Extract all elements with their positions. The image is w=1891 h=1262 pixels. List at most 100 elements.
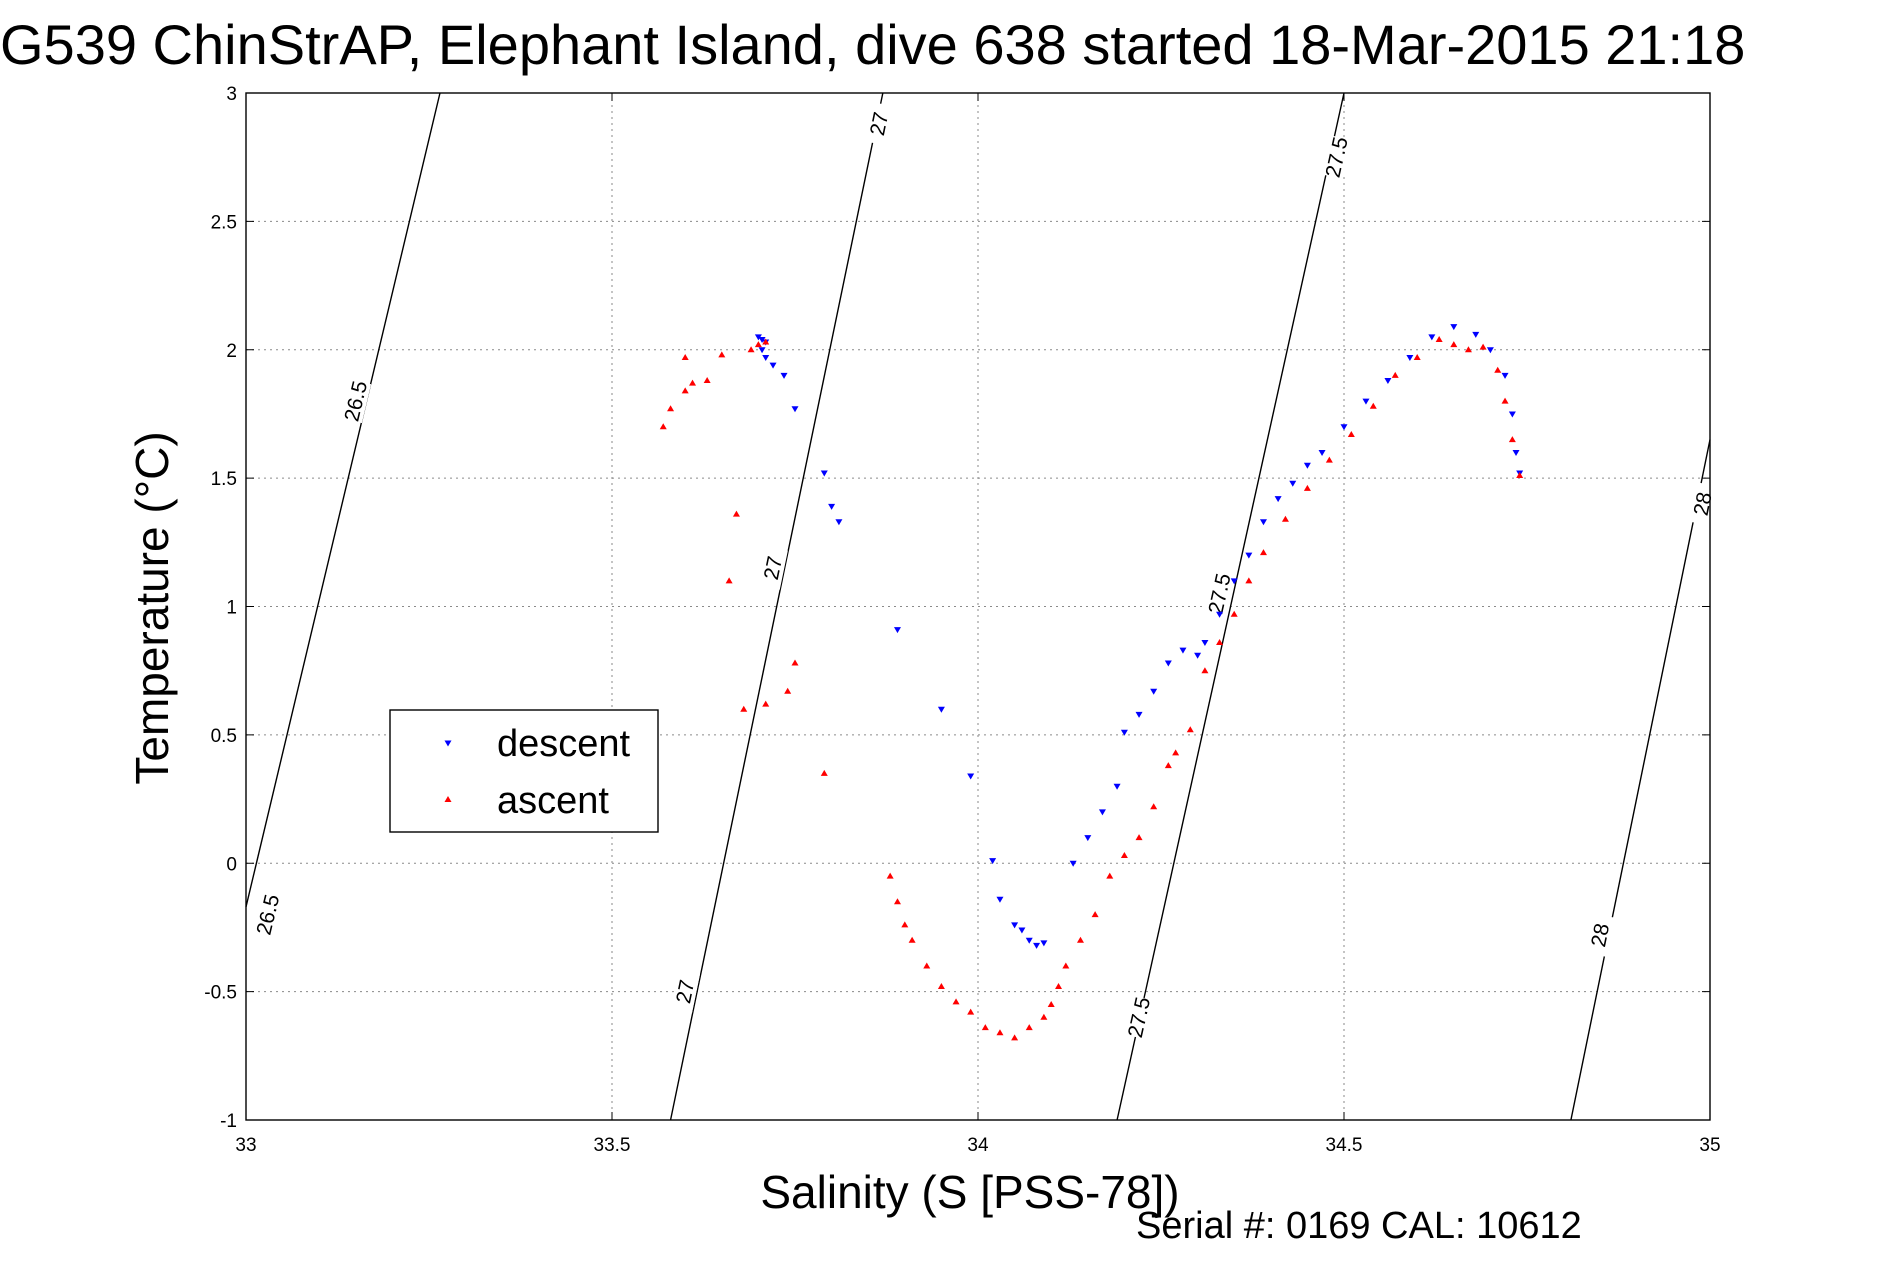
- ascent-point: [1164, 762, 1172, 769]
- descent-point: [1164, 660, 1172, 667]
- descent-point: [1216, 611, 1224, 618]
- ascent-point: [1076, 936, 1084, 943]
- descent-point: [1120, 729, 1128, 736]
- ascent-point: [1245, 577, 1253, 584]
- x-tick-label: 33.5: [594, 1135, 631, 1156]
- chart-title: G539 ChinStrAP, Elephant Island, dive 63…: [0, 13, 1745, 76]
- descent-point: [828, 503, 836, 510]
- y-tick-label: 2: [226, 341, 237, 362]
- y-tick-label: 0: [226, 854, 237, 875]
- ascent-point: [681, 387, 689, 394]
- descent-point: [893, 627, 901, 634]
- ascent-point: [1303, 484, 1311, 491]
- ascent-point: [937, 982, 945, 989]
- ascent-point: [1508, 436, 1516, 443]
- y-tick-label: 0.5: [211, 726, 237, 747]
- x-tick-label: 33: [235, 1135, 256, 1156]
- ascent-point: [952, 998, 960, 1005]
- isopycnal-label-bg: [1123, 995, 1155, 1040]
- y-tick-label: 3: [226, 84, 237, 105]
- y-tick-label: 1.5: [211, 469, 237, 490]
- ascent-point: [1391, 371, 1399, 378]
- isopycnal-label: 26.5: [340, 379, 372, 424]
- descent-point: [758, 336, 766, 343]
- descent-point: [1011, 922, 1019, 929]
- descent-point: [1406, 354, 1414, 361]
- descent-point: [1508, 411, 1516, 418]
- isopycnal-label-bg: [252, 892, 284, 937]
- ascent-point: [725, 577, 733, 584]
- ascent-point: [1516, 472, 1524, 479]
- ascent-point: [791, 659, 799, 666]
- descent-point: [835, 519, 843, 526]
- ascent-point: [1281, 515, 1289, 522]
- descent-point: [1135, 711, 1143, 718]
- ascent-point: [703, 377, 711, 384]
- isopycnal-label-bg: [670, 969, 701, 1014]
- y-tick-label: 1: [226, 598, 237, 619]
- y-tick-label: 2.5: [211, 212, 237, 233]
- descent-point: [758, 347, 766, 354]
- ascent-point: [1201, 667, 1209, 674]
- ascent-point: [886, 872, 894, 879]
- ascent-point: [1150, 803, 1158, 810]
- x-axis-ticks: 33 33.5 34 34.5 35: [235, 93, 1721, 1156]
- descent-point: [1201, 639, 1209, 646]
- ascent-point: [754, 341, 762, 348]
- ascent-point: [923, 962, 931, 969]
- ascent-point: [1464, 346, 1472, 353]
- isopycnal-label: 27.5: [1204, 571, 1235, 616]
- isopycnal-line: [1570, 439, 1711, 1121]
- ascent-point: [1450, 341, 1458, 348]
- descent-point: [769, 362, 777, 369]
- ascent-point: [1040, 1013, 1048, 1020]
- legend-marker-descent: [444, 740, 452, 747]
- serial-calibration-note: Serial #: 0169 CAL: 10612: [1136, 1205, 1582, 1247]
- y-axis-ticks: -1 -0.5 0 0.5 1 1.5 2 2.5 3: [204, 84, 1710, 1132]
- ascent-point: [1230, 610, 1238, 617]
- descent-point: [780, 372, 788, 379]
- ascent-point: [1025, 1024, 1033, 1031]
- isopycnal-label: 28: [1690, 490, 1717, 517]
- isopycnal-label: 27.5: [1322, 135, 1353, 180]
- isopycnal-label-bg: [864, 101, 895, 146]
- descent-point: [1194, 652, 1202, 659]
- ascent-point: [893, 898, 901, 905]
- isopycnal-label: 28: [1587, 921, 1614, 948]
- isopycnal-label-bg: [1585, 913, 1615, 957]
- series-ascent: [659, 335, 1524, 1041]
- ascent-point: [659, 423, 667, 430]
- ascent-point: [1494, 366, 1502, 373]
- descent-point: [1179, 647, 1187, 654]
- y-tick-label: -0.5: [204, 983, 237, 1004]
- ascent-point: [1325, 456, 1333, 463]
- ascent-point: [689, 379, 697, 386]
- descent-point: [1512, 449, 1520, 456]
- descent-point: [1450, 324, 1458, 331]
- series-descent: [754, 324, 1524, 949]
- descent-point: [791, 406, 799, 413]
- ascent-point: [1120, 852, 1128, 859]
- ascent-point: [1347, 430, 1355, 437]
- y-axis-label: Temperature (°C): [126, 431, 178, 784]
- descent-point: [1472, 331, 1480, 338]
- legend: descent ascent: [389, 709, 659, 833]
- descent-point: [1018, 927, 1026, 934]
- x-axis-label: Salinity (S [PSS-78]): [760, 1166, 1179, 1218]
- ascent-point: [1369, 402, 1377, 409]
- descent-point: [1150, 688, 1158, 695]
- ascent-point: [1062, 962, 1070, 969]
- isopycnal-label-bg: [758, 546, 788, 590]
- ascent-point: [762, 700, 770, 707]
- legend-marker-ascent: [444, 796, 452, 802]
- legend-box: [389, 709, 659, 833]
- isopycnal-line: [669, 92, 884, 1121]
- isopycnal-label-bg: [1204, 571, 1235, 616]
- data-series: [659, 324, 1524, 1041]
- ascent-point: [996, 1029, 1004, 1036]
- ascent-point: [1135, 834, 1143, 841]
- descent-point: [1384, 378, 1392, 385]
- ascent-point: [901, 921, 909, 928]
- ascent-point: [1091, 911, 1099, 918]
- descent-point: [1362, 398, 1370, 405]
